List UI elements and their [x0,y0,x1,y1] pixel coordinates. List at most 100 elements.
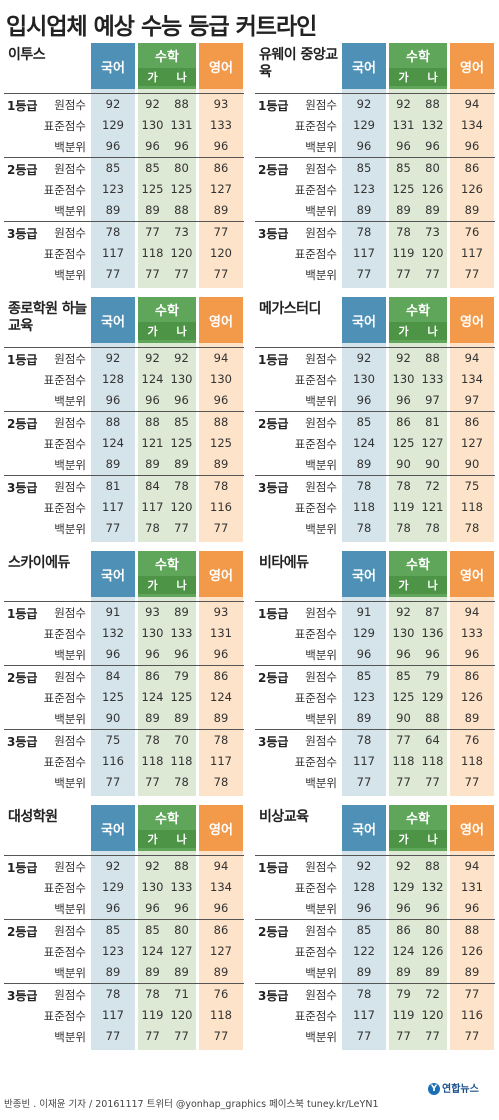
logo-mark: Y [428,1083,440,1095]
score-value: 125 [170,690,193,704]
score-value: 134 [210,880,232,894]
score-value: 131 [210,626,232,640]
score-value: 86 [396,415,411,429]
score-value: 78 [174,479,189,493]
score-type-label: 표준점수 [43,1009,86,1023]
score-value: 76 [213,987,229,1001]
score-row: 원점수 78 77 64 76 [255,730,495,751]
score-value: 86 [213,923,229,937]
score-row: 백분위 96 96 96 96 [4,898,244,919]
score-value: 77 [105,1029,121,1043]
grade-block: 1등급 원점수 92 92 88 94 표준점수 129 130 133 134 백분위 96 96 96 9… [4,855,244,919]
score-value: 81 [425,415,440,429]
score-value: 91 [356,605,372,619]
score-type-label: 원점수 [305,98,337,112]
grade-block: 1등급 원점수 91 93 89 93 표준점수 132 130 133 131 백분위 96 96 96 9… [4,601,244,665]
score-value: 88 [425,351,440,365]
score-value: 124 [392,944,415,958]
score-value: 96 [396,647,411,661]
score-value: 90 [396,457,411,471]
score-value: 118 [461,754,483,768]
score-value: 93 [213,97,229,111]
score-value: 96 [145,393,160,407]
score-value: 127 [461,436,483,450]
score-type-label: 표준점수 [294,247,337,261]
score-value: 96 [425,139,440,153]
score-value: 77 [213,521,229,535]
grade-block: 2등급 원점수 88 88 85 88 표준점수 124 121 125 125 백분위 89 89 89 8… [4,411,244,475]
header-korean: 국어 [342,43,386,89]
score-value: 124 [141,690,164,704]
score-value: 75 [105,733,121,747]
score-value: 77 [464,987,480,1001]
score-value: 77 [356,1029,372,1043]
grade-block: 3등급 원점수 78 79 72 77 표준점수 117 119 120 116 백분위 77 77 77 7… [255,983,495,1047]
score-row: 백분위 89 89 89 89 [255,200,495,221]
score-value: 120 [170,500,193,514]
grade-label: 3등급 [258,989,289,1003]
score-value: 130 [210,372,232,386]
header-english: 영어 [199,43,243,89]
score-type-label: 표준점수 [43,627,86,641]
grade-block: 1등급 원점수 92 92 88 93 표준점수 129 130 131 133 백분위 96 96 96 9… [4,93,244,157]
score-type-label: 원점수 [305,924,337,938]
header-english: 영어 [450,805,494,851]
score-row: 백분위 89 89 89 89 [4,962,244,983]
score-value: 96 [425,901,440,915]
academy-name: 메가스터디 [259,301,321,317]
score-value: 72 [425,479,440,493]
score-row: 원점수 85 85 80 86 [255,158,495,179]
score-value: 96 [213,901,229,915]
grade-label: 3등급 [258,735,289,749]
score-type-label: 백분위 [305,268,337,282]
score-value: 80 [425,923,440,937]
header-korean: 국어 [91,43,135,89]
score-value: 78 [356,733,372,747]
score-value: 133 [461,626,483,640]
score-type-label: 백분위 [305,902,337,916]
score-value: 77 [396,775,411,789]
grade-block: 3등급 원점수 75 78 70 78 표준점수 116 118 118 117 백분위 77 77 78 7… [4,729,244,793]
score-value: 78 [356,521,372,535]
score-value: 117 [461,246,483,260]
score-value: 133 [421,372,444,386]
score-value: 125 [170,182,193,196]
score-value: 85 [356,161,372,175]
grade-label: 2등급 [258,417,289,431]
score-value: 88 [464,923,480,937]
score-value: 94 [213,351,229,365]
grade-block: 3등급 원점수 78 78 73 76 표준점수 117 119 120 117 백분위 77 77 77 7… [255,221,495,285]
score-value: 121 [421,500,444,514]
score-value: 78 [396,479,411,493]
math-type-ga: 가 [398,325,409,338]
score-value: 90 [464,457,480,471]
score-row: 표준점수 129 130 133 134 [4,877,244,898]
score-row: 백분위 89 90 88 89 [255,708,495,729]
score-value: 89 [174,605,189,619]
score-value: 118 [421,754,444,768]
score-value: 89 [174,711,189,725]
score-type-label: 표준점수 [43,183,86,197]
academy-name: 유웨이 중앙교육 [259,47,338,80]
score-value: 117 [353,246,375,260]
score-value: 93 [145,605,160,619]
grade-label: 1등급 [258,607,289,621]
score-value: 75 [464,479,480,493]
score-value: 89 [356,203,372,217]
grade-block: 1등급 원점수 92 92 92 94 표준점수 128 124 130 130 백분위 96 96 96 9… [4,347,244,411]
score-value: 96 [145,139,160,153]
score-value: 79 [174,669,189,683]
score-value: 129 [421,690,444,704]
academy-card: 비타에듀 국어 수학 가 나 영어 1등급 원점수 91 92 87 94 표준점수 129 130 136 1… [255,551,495,796]
math-type-ga: 가 [147,71,158,84]
score-value: 89 [425,965,440,979]
score-value: 97 [425,393,440,407]
header-english: 영어 [450,43,494,89]
score-value: 77 [425,267,440,281]
score-type-label: 원점수 [54,226,86,240]
math-type-na: 나 [427,71,438,84]
